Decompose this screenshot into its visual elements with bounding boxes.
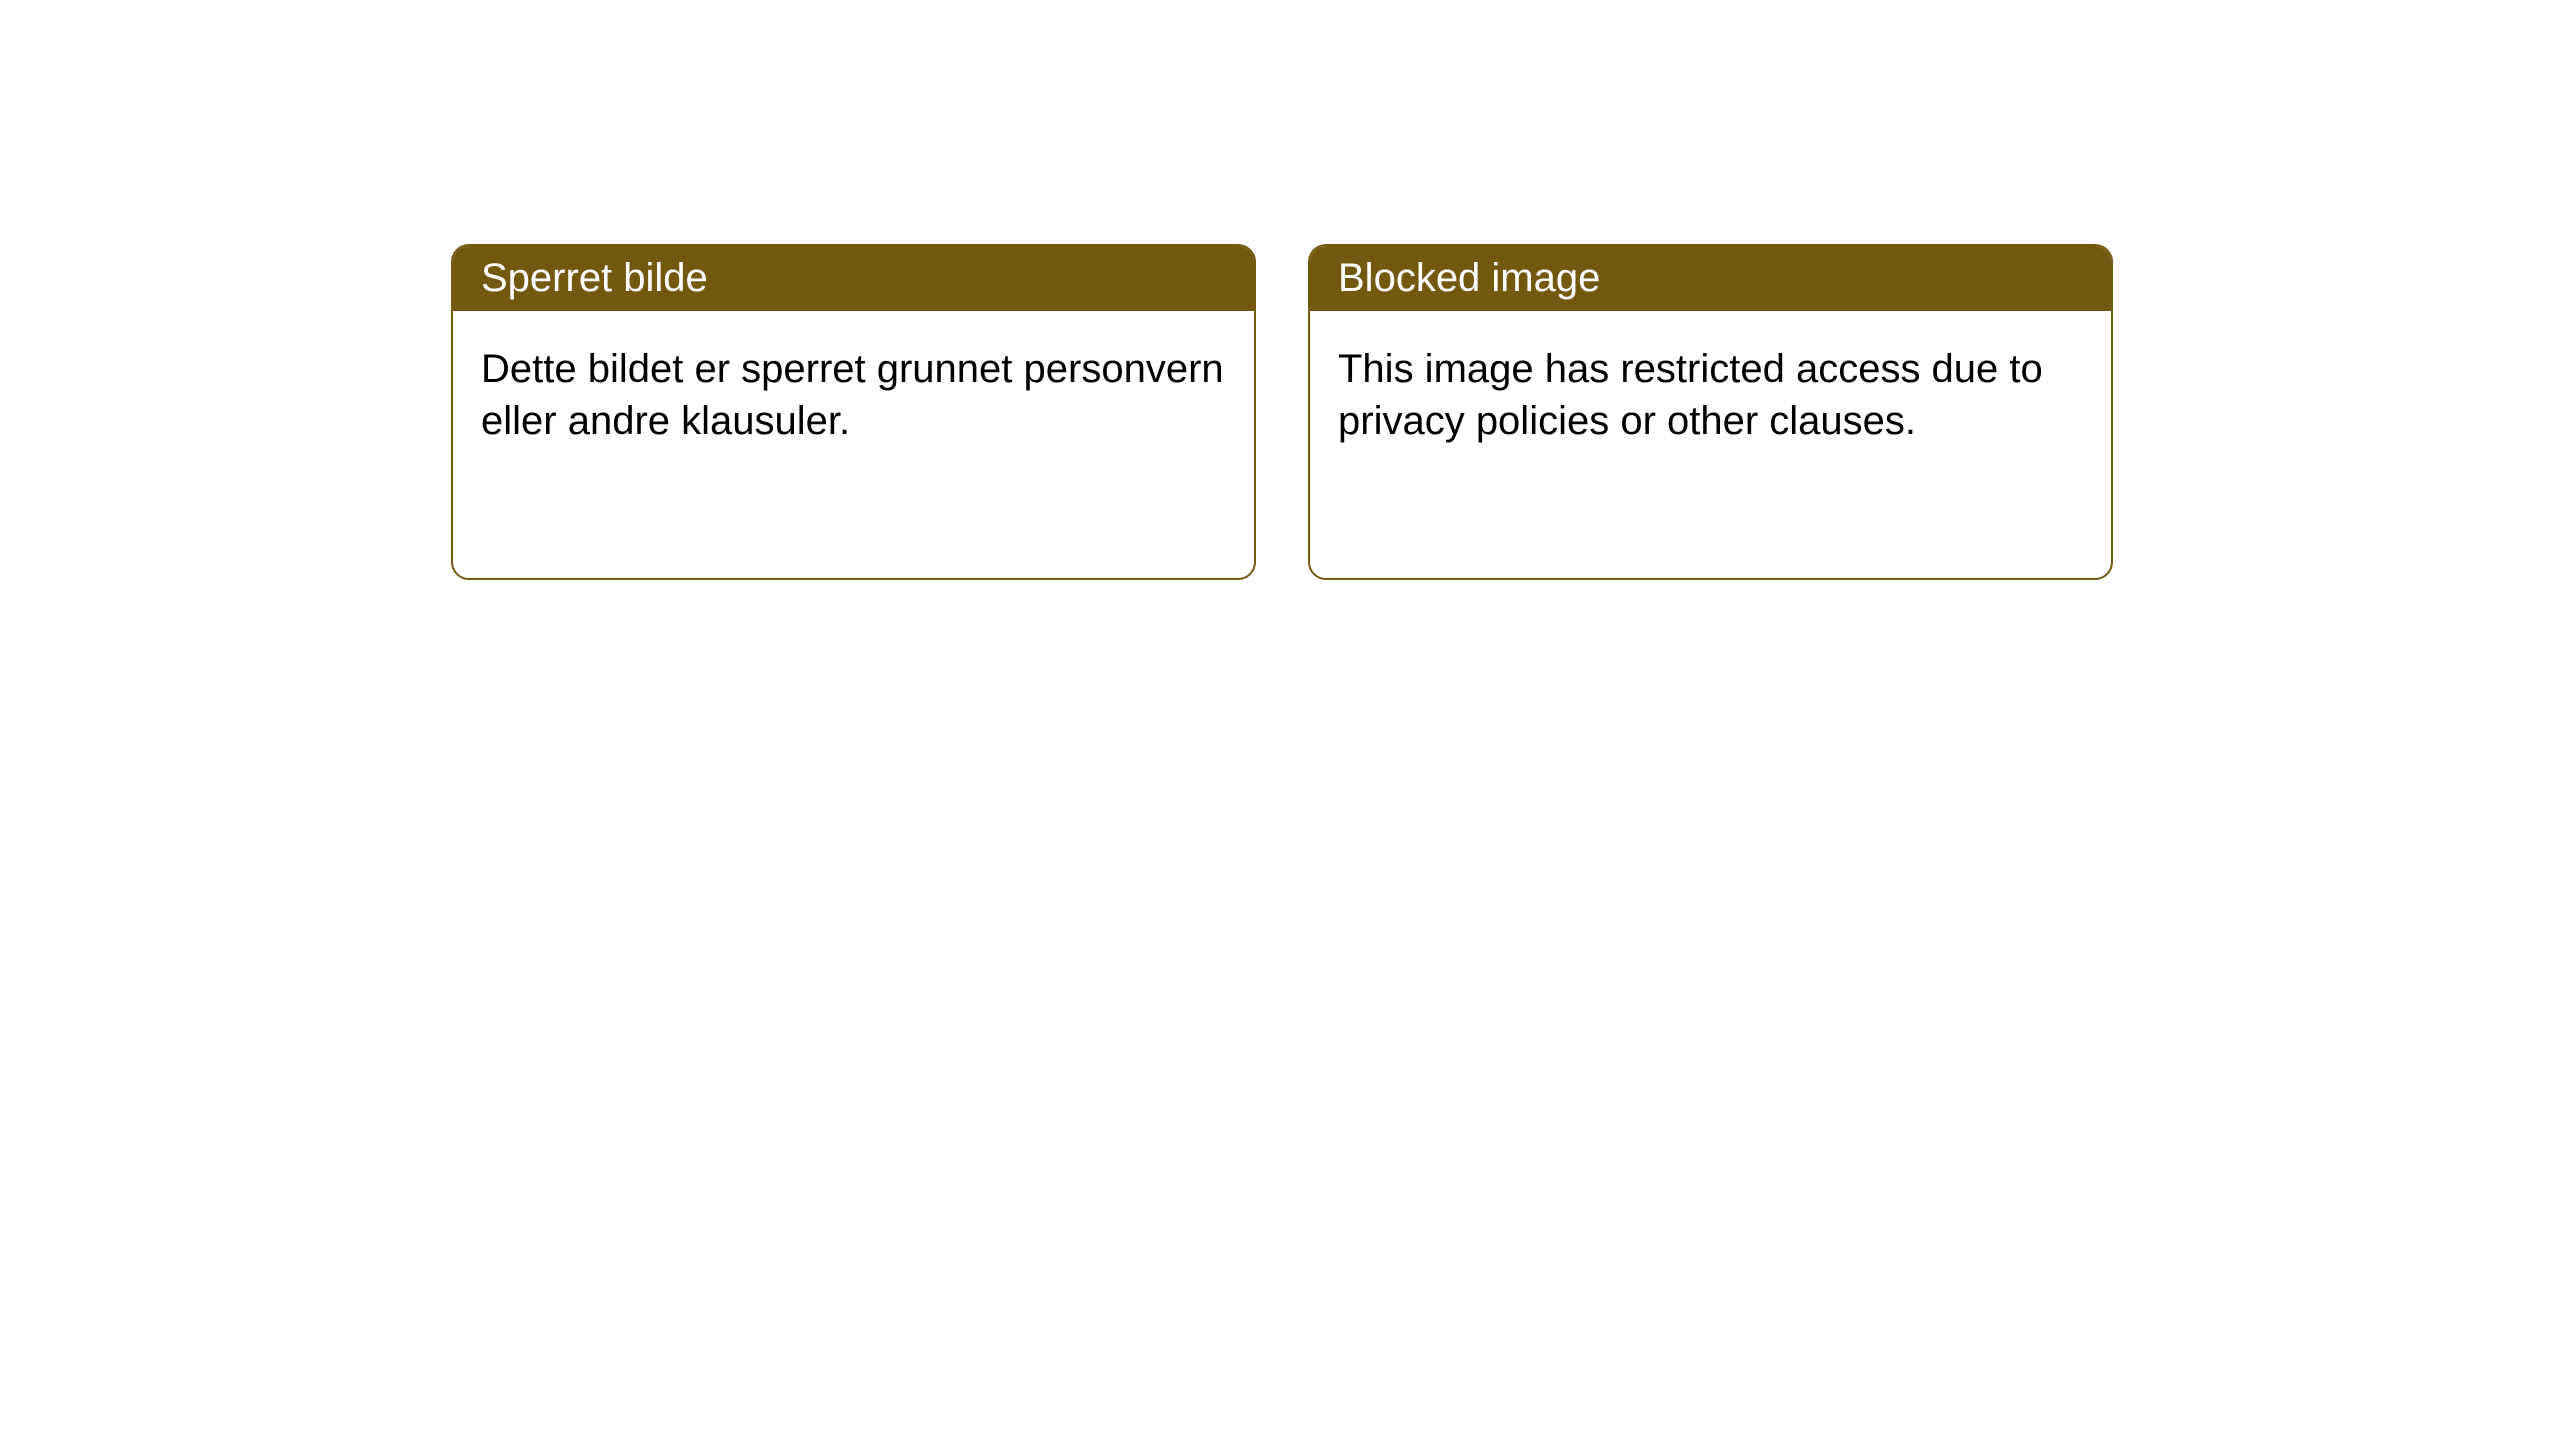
card-body: This image has restricted access due to … — [1310, 311, 2111, 479]
notice-cards-container: Sperret bilde Dette bildet er sperret gr… — [451, 244, 2560, 580]
card-text: This image has restricted access due to … — [1338, 347, 2043, 443]
notice-card-english: Blocked image This image has restricted … — [1308, 244, 2113, 580]
card-text: Dette bildet er sperret grunnet personve… — [481, 347, 1224, 443]
card-body: Dette bildet er sperret grunnet personve… — [453, 311, 1254, 479]
card-title: Sperret bilde — [481, 256, 708, 300]
card-header: Sperret bilde — [453, 246, 1254, 311]
card-header: Blocked image — [1310, 246, 2111, 311]
card-title: Blocked image — [1338, 256, 1600, 300]
notice-card-norwegian: Sperret bilde Dette bildet er sperret gr… — [451, 244, 1256, 580]
